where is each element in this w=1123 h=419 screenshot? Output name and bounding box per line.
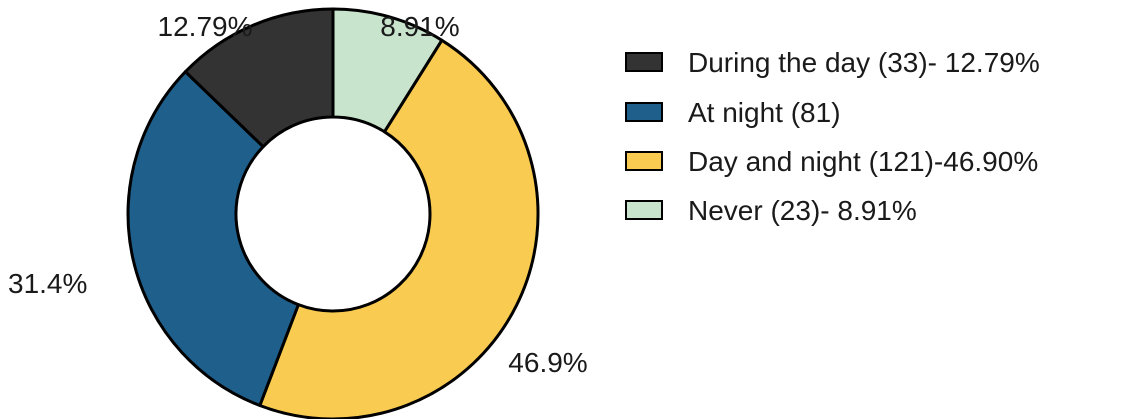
legend-label-during-the-day: During the day (33)- 12.79% — [688, 47, 1040, 78]
slice-during-the-day — [183, 7, 335, 149]
slice-label-during-the-day: 12.79% — [158, 11, 253, 42]
slice-label-never: 8.91% — [380, 11, 459, 42]
slice-at-night — [126, 70, 300, 407]
legend-swatch-during-the-day — [625, 52, 663, 72]
donut-slices — [126, 7, 540, 419]
legend-swatch-at-night — [625, 102, 663, 122]
legend: During the day (33)- 12.79% At night (81… — [625, 47, 1040, 226]
legend-swatch-never — [625, 200, 663, 220]
legend-label-at-night: At night (81) — [688, 97, 841, 128]
legend-label-never: Never (23)- 8.91% — [688, 195, 917, 226]
legend-swatch-day-and-night — [625, 151, 663, 171]
legend-label-day-and-night: Day and night (121)-46.90% — [688, 146, 1038, 177]
slice-label-day-and-night: 46.9% — [508, 347, 587, 378]
slice-label-at-night: 31.4% — [8, 268, 87, 299]
